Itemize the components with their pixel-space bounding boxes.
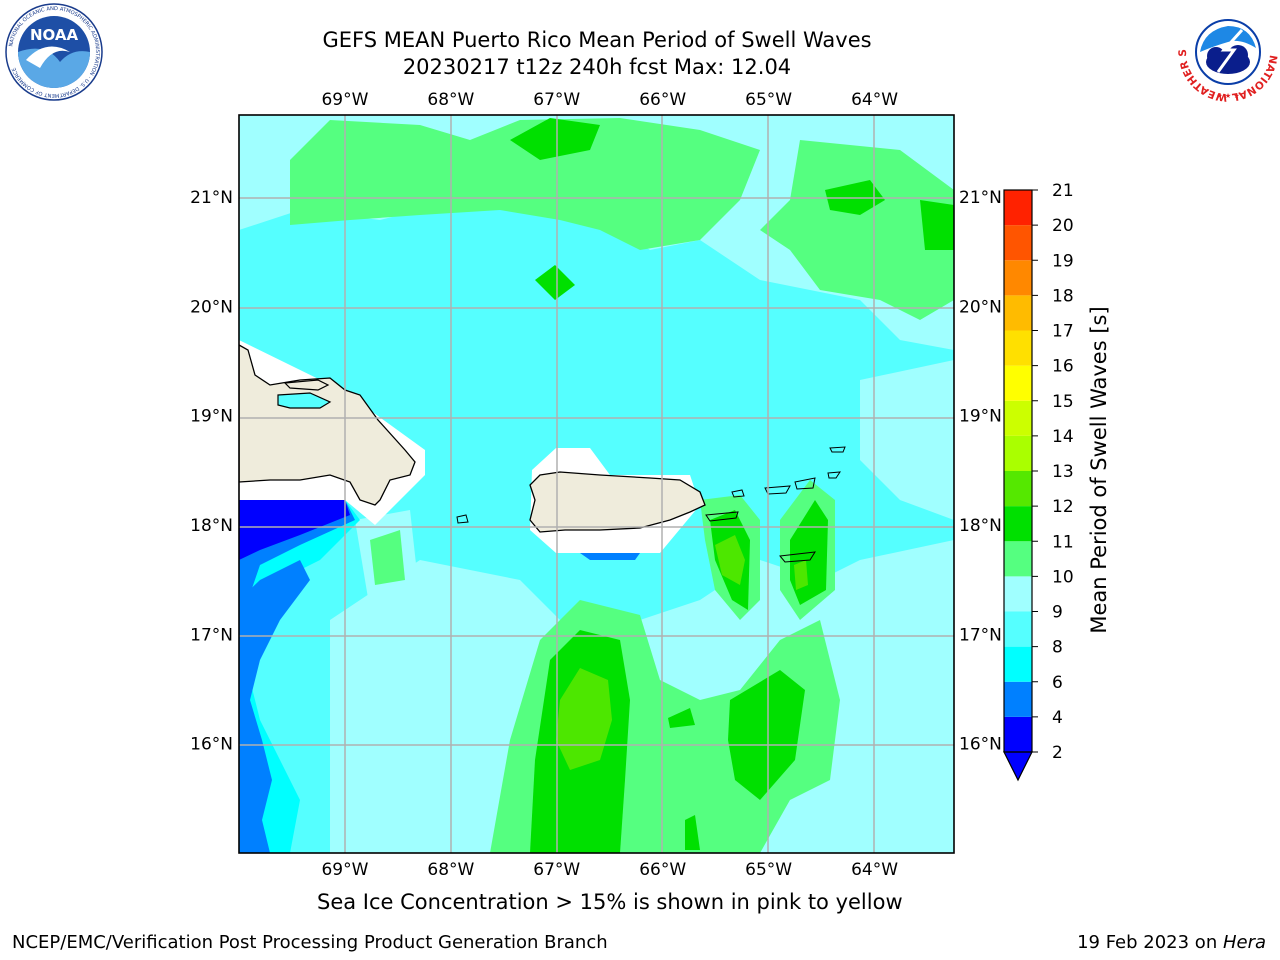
colorbar-segment <box>1004 541 1032 577</box>
lat-label-right: 18°N <box>959 516 1002 536</box>
colorbar-segment <box>1004 260 1032 296</box>
footer-date-text: 19 Feb 2023 on <box>1077 932 1223 953</box>
colorbar-tick-label: 19 <box>1052 251 1074 271</box>
swell-period-field <box>239 115 954 853</box>
colorbar-tick-label: 4 <box>1052 708 1063 728</box>
nws-logo-icon: NATIONAL WEATHER SERVICE ★ ★ ★ <box>1176 0 1279 103</box>
lat-label-right: 21°N <box>959 188 1002 208</box>
lon-label-top: 66°W <box>639 90 686 110</box>
colorbar-tick-label: 2 <box>1052 743 1063 763</box>
lon-label-bottom: 69°W <box>321 860 368 880</box>
graticule <box>239 115 954 853</box>
colorbar-segment <box>1004 506 1032 542</box>
colorbar-segment <box>1004 681 1032 717</box>
map-title: GEFS MEAN Puerto Rico Mean Period of Swe… <box>322 28 872 52</box>
colorbar-segment <box>1004 365 1032 401</box>
map-frame <box>238 114 955 854</box>
lon-label-top: 64°W <box>851 90 898 110</box>
colorbar-segment <box>1004 646 1032 682</box>
svg-text:★ ★ ★: ★ ★ ★ <box>1216 92 1239 100</box>
field-band-9-10-northeast <box>760 140 954 320</box>
colorbar-tick-label: 17 <box>1052 322 1074 342</box>
lon-label-top: 69°W <box>321 90 368 110</box>
lat-label-right: 17°N <box>959 625 1002 645</box>
colorbar-segment <box>1004 295 1032 331</box>
colorbar-segment <box>1004 225 1032 261</box>
footer-credit: NCEP/EMC/Verification Post Processing Pr… <box>12 932 608 953</box>
lon-label-top: 67°W <box>533 90 580 110</box>
colorbar-segment <box>1004 576 1032 612</box>
footer-date: 19 Feb 2023 on Hera <box>1077 932 1266 953</box>
lat-label-left: 20°N <box>190 297 233 317</box>
lat-label-right: 20°N <box>959 297 1002 317</box>
lon-label-top: 65°W <box>745 90 792 110</box>
colorbar-tick-label: 16 <box>1052 357 1074 377</box>
field-band-2-4-west <box>239 500 350 560</box>
lat-labels-right: 21°N 20°N 19°N 18°N 17°N 16°N <box>959 188 1002 755</box>
colorbar-label: Mean Period of Swell Waves [s] <box>1087 306 1111 633</box>
colorbar-tick-label: 15 <box>1052 392 1074 412</box>
colorbar-segment <box>1004 716 1032 752</box>
colorbar-tick-label: 14 <box>1052 427 1074 447</box>
lon-label-top: 68°W <box>427 90 474 110</box>
lat-label-left: 16°N <box>190 735 233 755</box>
noaa-logo-icon: NOAA NATIONAL OCEANIC AND ATMOSPHERIC AD… <box>5 3 103 101</box>
colorbar-tick-label: 20 <box>1052 216 1074 236</box>
colorbar-tick-label: 10 <box>1052 567 1074 587</box>
field-band-4-6-west <box>239 560 310 853</box>
lon-label-bottom: 66°W <box>639 860 686 880</box>
lat-label-right: 16°N <box>959 735 1002 755</box>
noaa-logo-text: NOAA <box>30 26 79 44</box>
colorbar-tick-label: 9 <box>1052 603 1063 623</box>
lon-labels-bottom: 69°W 68°W 67°W 66°W 65°W 64°W <box>321 860 898 880</box>
lat-label-right: 19°N <box>959 407 1002 427</box>
footer-host: Hera <box>1222 932 1266 953</box>
colorbar-tick-label: 12 <box>1052 497 1074 517</box>
colorbar-tick-label: 8 <box>1052 638 1063 658</box>
colorbar-tick-label: 18 <box>1052 286 1074 306</box>
colorbar-segment <box>1004 435 1032 471</box>
colorbar-tick-label: 21 <box>1052 181 1074 201</box>
lat-labels-left: 21°N 20°N 19°N 18°N 17°N 16°N <box>190 188 233 755</box>
colorbar-segment <box>1004 400 1032 436</box>
lon-label-bottom: 64°W <box>851 860 898 880</box>
lat-label-left: 18°N <box>190 516 233 536</box>
lon-label-bottom: 68°W <box>427 860 474 880</box>
colorbar-segment <box>1004 330 1032 366</box>
colorbar-segment <box>1004 611 1032 647</box>
field-band-9-10-north <box>290 118 760 250</box>
lon-label-bottom: 65°W <box>745 860 792 880</box>
colorbar-tick-label: 11 <box>1052 532 1074 552</box>
lat-label-left: 21°N <box>190 188 233 208</box>
colorbar-segment <box>1004 190 1032 226</box>
lon-labels-top: 69°W 68°W 67°W 66°W 65°W 64°W <box>321 90 898 110</box>
sea-ice-caption: Sea Ice Concentration > 15% is shown in … <box>317 890 903 914</box>
colorbar-under-arrow <box>1003 751 1033 782</box>
colorbar: 21 20 19 18 17 16 15 14 13 12 11 10 9 8 6 4 2 <box>1003 181 1074 782</box>
colorbar-tick-label: 13 <box>1052 462 1074 482</box>
lon-label-bottom: 67°W <box>533 860 580 880</box>
lat-label-left: 19°N <box>190 407 233 427</box>
map-subtitle: 20230217 t12z 240h fcst Max: 12.04 <box>402 55 792 79</box>
colorbar-tick-label: 6 <box>1052 673 1063 693</box>
colorbar-segment <box>1004 471 1032 507</box>
lat-label-left: 17°N <box>190 625 233 645</box>
